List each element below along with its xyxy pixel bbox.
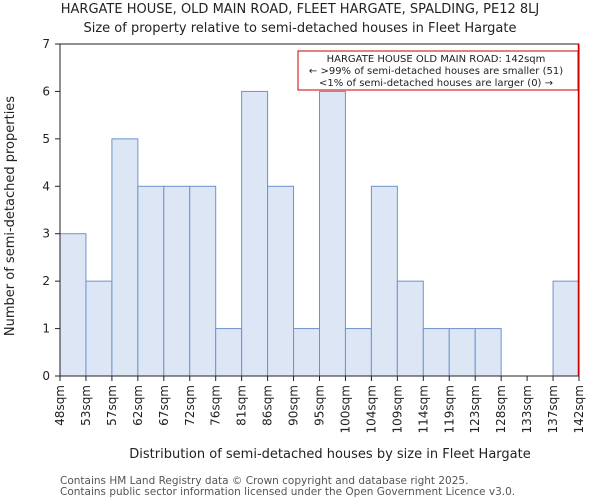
bar-53sqm bbox=[85, 280, 113, 377]
bar-81sqm bbox=[241, 90, 269, 377]
bar-62sqm bbox=[137, 185, 165, 377]
y-tick-label: 0 bbox=[42, 369, 50, 383]
bar-137sqm bbox=[552, 280, 580, 377]
annotation-line-3: <1% of semi-detached houses are larger (… bbox=[319, 78, 553, 89]
bar-100sqm bbox=[344, 328, 372, 377]
y-tick-label: 6 bbox=[42, 84, 50, 98]
bar-67sqm bbox=[163, 185, 191, 377]
bar-76sqm bbox=[215, 328, 243, 377]
x-tick-label: 109sqm bbox=[390, 385, 404, 433]
bar-95sqm bbox=[319, 90, 346, 377]
y-tick-label: 4 bbox=[42, 179, 50, 193]
x-tick-label: 72sqm bbox=[183, 385, 197, 426]
x-tick-label: 119sqm bbox=[442, 385, 456, 433]
bar-57sqm bbox=[111, 138, 139, 377]
x-tick-label: 95sqm bbox=[313, 385, 327, 426]
x-tick-label: 90sqm bbox=[287, 385, 301, 426]
y-tick-label: 7 bbox=[42, 37, 50, 51]
x-tick-label: 137sqm bbox=[546, 385, 560, 433]
bar-90sqm bbox=[293, 328, 320, 377]
x-tick-label: 57sqm bbox=[105, 385, 119, 426]
bar-104sqm bbox=[370, 185, 398, 377]
bar-109sqm bbox=[396, 280, 424, 377]
footer-line-1: Contains HM Land Registry data © Crown c… bbox=[60, 475, 468, 487]
bar-119sqm bbox=[448, 328, 476, 377]
y-tick-label: 5 bbox=[42, 132, 50, 146]
x-tick-label: 114sqm bbox=[416, 385, 430, 433]
chart-subtitle: Size of property relative to semi-detach… bbox=[83, 21, 516, 36]
y-tick-label: 2 bbox=[42, 274, 50, 288]
x-tick-label: 142sqm bbox=[572, 385, 586, 433]
chart-title: HARGATE HOUSE, OLD MAIN ROAD, FLEET HARG… bbox=[61, 2, 540, 17]
x-tick-label: 128sqm bbox=[494, 385, 508, 433]
x-axis-ticks: 48sqm 53sqm 57sqm 62sqm 67sqm 72sqm 76sqm 81sqm… bbox=[53, 376, 586, 433]
bar-123sqm bbox=[474, 328, 502, 377]
x-tick-label: 53sqm bbox=[79, 385, 93, 426]
x-tick-label: 81sqm bbox=[235, 385, 249, 426]
y-tick-label: 1 bbox=[42, 322, 50, 336]
footer-line-2: Contains public sector information licen… bbox=[60, 486, 515, 498]
bar-72sqm bbox=[189, 185, 217, 377]
x-tick-label: 76sqm bbox=[209, 385, 223, 426]
annotation-line-1: HARGATE HOUSE OLD MAIN ROAD: 142sqm bbox=[327, 54, 546, 65]
bar-48sqm bbox=[59, 233, 87, 377]
x-tick-label: 123sqm bbox=[468, 385, 482, 433]
annotation-line-2: ← >99% of semi-detached houses are small… bbox=[309, 66, 563, 77]
x-tick-label: 104sqm bbox=[364, 385, 378, 433]
annotation-frame bbox=[297, 50, 579, 91]
y-tick-label: 3 bbox=[42, 227, 50, 241]
x-tick-label: 67sqm bbox=[157, 385, 171, 426]
x-tick-label: 100sqm bbox=[338, 385, 352, 433]
x-tick-label: 48sqm bbox=[53, 385, 67, 426]
annotation-box: HARGATE HOUSE OLD MAIN ROAD: 142sqm ← >9… bbox=[297, 50, 579, 91]
y-axis-ticks: 0 1 2 3 4 5 6 7 bbox=[42, 37, 60, 383]
x-tick-label: 133sqm bbox=[520, 385, 534, 433]
x-tick-label: 62sqm bbox=[131, 385, 145, 426]
x-tick-label: 86sqm bbox=[261, 385, 275, 426]
bars-group bbox=[59, 90, 580, 377]
bar-86sqm bbox=[267, 185, 295, 377]
y-axis-label: Number of semi-detached properties bbox=[3, 96, 18, 336]
x-axis-label: Distribution of semi-detached houses by … bbox=[129, 447, 530, 462]
bar-114sqm bbox=[422, 328, 450, 377]
